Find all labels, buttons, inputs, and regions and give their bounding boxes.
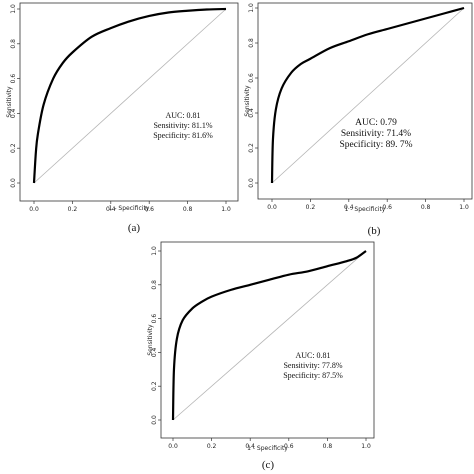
x-axis-label: 1 - Specificity	[247, 445, 288, 452]
panel-caption: (a)	[128, 222, 141, 234]
y-tick-label: 0.6	[248, 73, 255, 83]
annotation-text: Specificity: 87.5%	[283, 371, 343, 380]
annotation-text: AUC: 0.81	[295, 351, 330, 360]
x-axis-label: 1 - Specificity	[109, 205, 150, 212]
x-tick-label: 0.2	[68, 206, 78, 213]
y-tick-label: 0.6	[10, 74, 17, 84]
y-tick-label: 1.0	[10, 4, 17, 14]
reference-diagonal-line	[172, 250, 367, 421]
panel-caption: (c)	[262, 459, 275, 471]
y-tick-label: 0.0	[248, 178, 255, 188]
annotation-text: Specificity: 81.6%	[153, 131, 213, 140]
y-tick-label: 0.0	[151, 415, 158, 425]
x-tick-label: 0.8	[183, 206, 193, 213]
reference-diagonal-line	[271, 7, 465, 184]
y-tick-label: 1.0	[248, 3, 255, 13]
roc-panel-a: 0.0 0.2 0.4 0.6 0.8 1.0 0.0 0.2 0.4 0.6 0.8 1.0 1 - …	[6, 2, 239, 234]
x-tick-label: 0.2	[207, 443, 217, 450]
y-tick-label: 1.0	[151, 246, 158, 256]
y-tick-label: 0.4	[151, 347, 158, 357]
plot-frame	[257, 2, 473, 200]
y-tick-label: 0.6	[151, 314, 158, 324]
x-tick-label: 0.4	[106, 206, 116, 213]
roc-panel-c: 0.0 0.2 0.4 0.6 0.8 1.0 0.0 0.2 0.4 0.6 0.8 1.0 1 - …	[147, 241, 375, 471]
plot-frame	[19, 2, 239, 202]
x-tick-label: 0.4	[245, 443, 255, 450]
y-tick-label: 0.8	[151, 280, 158, 290]
y-tick-label: 0.2	[248, 143, 255, 153]
x-tick-label: 0.0	[267, 204, 277, 211]
y-tick-label: 0.4	[248, 108, 255, 118]
x-tick-label: 0.8	[323, 443, 333, 450]
x-tick-label: 0.4	[344, 204, 354, 211]
roc-curve	[171, 250, 367, 421]
x-tick-label: 0.2	[306, 204, 316, 211]
reference-diagonal-line	[33, 8, 227, 184]
plot-frame	[160, 241, 375, 439]
annotation-text: Sensitivity: 81.1%	[153, 121, 212, 130]
x-tick-label: 0.0	[168, 443, 178, 450]
x-tick-label: 0.6	[284, 443, 294, 450]
annotation-text: AUC: 0.79	[355, 118, 397, 128]
roc-curve	[32, 7, 227, 184]
panel-caption: (b)	[368, 225, 381, 237]
roc-panel-b: 0.0 0.2 0.4 0.6 0.8 1.0 0.0 0.2 0.4 0.6 0.8 1.0 1 - …	[244, 2, 473, 237]
x-tick-label: 1.0	[221, 206, 231, 213]
y-tick-label: 0.2	[151, 381, 158, 391]
y-axis-label: Sensitivity	[244, 85, 251, 117]
y-tick-label: 0.8	[10, 39, 17, 49]
x-tick-label: 0.0	[29, 206, 39, 213]
x-tick-label: 1.0	[459, 204, 469, 211]
annotation-text: Sensitivity: 71.4%	[341, 129, 411, 139]
annotation-text: AUC: 0.81	[165, 111, 200, 120]
y-tick-label: 0.0	[10, 178, 17, 188]
x-tick-label: 0.6	[382, 204, 392, 211]
y-tick-label: 0.8	[248, 38, 255, 48]
roc-curve	[270, 6, 465, 184]
y-tick-label: 0.2	[10, 143, 17, 153]
x-tick-label: 1.0	[361, 443, 371, 450]
y-tick-label: 0.4	[10, 108, 17, 118]
x-tick-label: 0.8	[421, 204, 431, 211]
x-axis-label: 1 - Specificity	[345, 206, 386, 213]
y-axis-label: Sensitivity	[147, 324, 154, 356]
y-axis-label: Sensitivity	[6, 86, 13, 118]
x-tick-label: 0.6	[144, 206, 154, 213]
annotation-text: Sensitivity: 77.8%	[283, 361, 342, 370]
annotation-text: Specificity: 89. 7%	[339, 139, 412, 150]
